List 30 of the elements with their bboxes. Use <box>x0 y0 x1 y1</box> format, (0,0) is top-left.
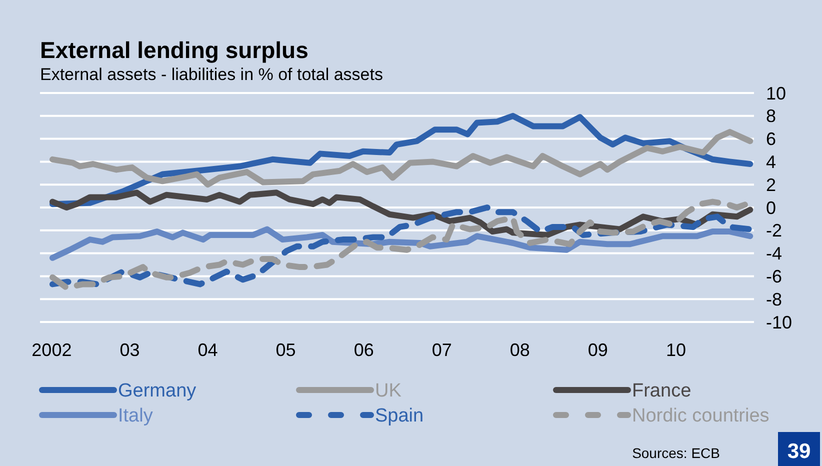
y-tick-label: -4 <box>766 244 782 264</box>
y-tick-label: 4 <box>766 152 776 172</box>
x-tick-label: 03 <box>120 340 140 360</box>
x-tick-label: 08 <box>510 340 530 360</box>
legend-label: Nordic countries <box>632 406 770 427</box>
chart-subtitle: External assets - liabilities in % of total assets <box>40 65 383 84</box>
legend-label: Germany <box>118 380 197 402</box>
source-note: Sources: ECB <box>632 445 720 461</box>
y-tick-label: 6 <box>766 129 776 150</box>
x-tick-label: 04 <box>198 340 218 360</box>
legend-label: Italy <box>118 406 154 427</box>
legend-label: Spain <box>375 406 424 427</box>
legend-label: France <box>632 380 692 402</box>
x-tick-label: 07 <box>432 340 452 360</box>
chart-title: External lending surplus <box>40 37 308 63</box>
x-tick-label: 09 <box>588 340 608 360</box>
y-tick-label: 0 <box>766 198 776 218</box>
text: 39 <box>787 440 811 463</box>
y-tick-label: -8 <box>766 289 782 310</box>
y-tick-label: 8 <box>766 106 776 126</box>
x-tick-label: 06 <box>354 340 374 360</box>
y-tick-label: 2 <box>766 174 776 195</box>
y-tick-label: 10 <box>766 83 786 104</box>
y-tick-label: -10 <box>766 312 792 332</box>
x-tick-label: 05 <box>276 340 296 360</box>
x-tick-label: 10 <box>666 340 686 360</box>
legend-label: UK <box>375 380 402 402</box>
y-tick-label: -6 <box>766 266 782 286</box>
y-tick-label: -2 <box>766 220 782 241</box>
x-tick-label: 2002 <box>32 340 72 360</box>
